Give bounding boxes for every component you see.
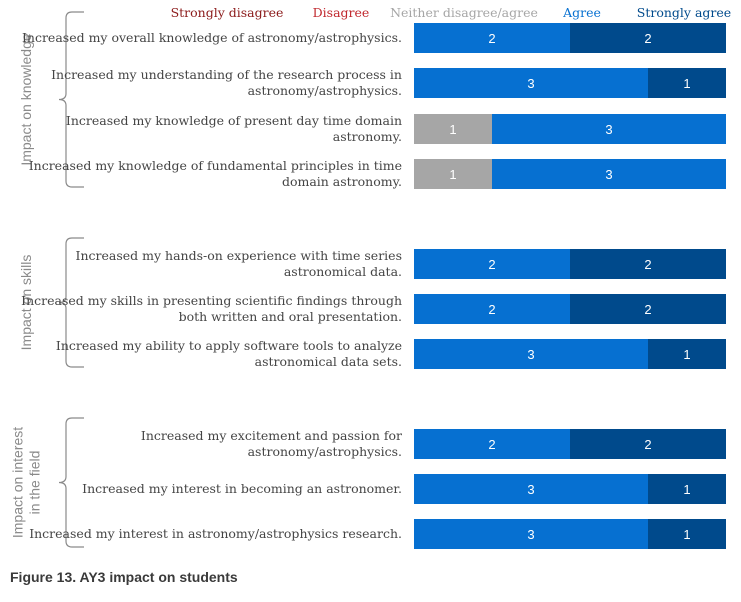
group-title: in the field (27, 451, 43, 515)
data-label: 2 (644, 31, 651, 46)
statement-label: astronomical data. (284, 264, 402, 279)
bar-segment-strongly-agree (648, 474, 726, 504)
data-label: 3 (527, 482, 534, 497)
bar-segment-strongly-agree (570, 429, 726, 459)
data-label: 2 (644, 302, 651, 317)
statement-label: astronomy. (333, 129, 402, 144)
statement-label: astronomy/astrophysics. (248, 444, 402, 459)
data-label: 3 (605, 122, 612, 137)
data-label: 1 (683, 347, 690, 362)
statement-label: Increased my ability to apply software t… (56, 338, 402, 353)
data-label: 1 (683, 527, 690, 542)
data-label: 2 (644, 257, 651, 272)
statement-label: Increased my skills in presenting scient… (21, 293, 402, 308)
data-label: 2 (644, 437, 651, 452)
legend-item: Agree (562, 5, 601, 20)
group-bracket (58, 417, 84, 548)
bar-segment-agree (414, 249, 570, 279)
statement-label: Increased my overall knowledge of astron… (22, 30, 402, 45)
statement-label: Increased my knowledge of present day ti… (66, 113, 402, 128)
group-title: Impact on interest (10, 427, 26, 538)
bar-segment-strongly-agree (648, 339, 726, 369)
bar-segment-agree (414, 339, 648, 369)
figure-caption: Figure 13. AY3 impact on students (10, 569, 238, 585)
statement-label: Increased my hands-on experience with ti… (76, 248, 402, 263)
bar-segment-agree (414, 68, 648, 98)
data-label: 2 (488, 257, 495, 272)
bar-segment-agree (414, 429, 570, 459)
data-label: 2 (488, 437, 495, 452)
data-label: 2 (488, 302, 495, 317)
group-bracket (58, 237, 84, 368)
bar-segment-strongly-agree (648, 68, 726, 98)
bar-segment-neither-disagree-agree (414, 114, 492, 144)
data-label: 1 (683, 482, 690, 497)
statement-label: Increased my understanding of the resear… (51, 67, 402, 82)
data-label: 2 (488, 31, 495, 46)
legend-item: Strongly agree (637, 5, 731, 20)
legend-item: Strongly disagree (171, 5, 284, 20)
statement-label: astronomical data sets. (255, 354, 402, 369)
group-title: Impact on knowledge (18, 33, 34, 166)
statement-label: Increased my excitement and passion for (141, 428, 402, 443)
data-label: 1 (449, 122, 456, 137)
legend-item: Neither disagree/agree (390, 5, 538, 20)
bar-segment-strongly-agree (648, 519, 726, 549)
data-label: 1 (449, 167, 456, 182)
group-title: Impact on skills (18, 255, 34, 351)
bar-segment-neither-disagree-agree (414, 159, 492, 189)
bar-segment-agree (414, 519, 648, 549)
data-label: 1 (683, 76, 690, 91)
statement-label: Increased my interest in astronomy/astro… (29, 526, 402, 541)
statement-label: Increased my interest in becoming an ast… (82, 481, 402, 496)
bar-segment-strongly-agree (570, 23, 726, 53)
bar-segment-strongly-agree (570, 249, 726, 279)
bar-segment-agree (414, 474, 648, 504)
data-label: 3 (605, 167, 612, 182)
statement-label: astronomy/astrophysics. (248, 83, 402, 98)
bar-segment-agree (492, 159, 726, 189)
statement-label: both written and oral presentation. (179, 309, 402, 324)
data-label: 3 (527, 76, 534, 91)
bar-segment-agree (414, 23, 570, 53)
data-label: 3 (527, 527, 534, 542)
statement-label: domain astronomy. (282, 174, 402, 189)
data-label: 3 (527, 347, 534, 362)
statement-label: Increased my knowledge of fundamental pr… (29, 158, 402, 173)
bar-segment-agree (492, 114, 726, 144)
legend-item: Disagree (313, 5, 370, 20)
bar-segment-strongly-agree (570, 294, 726, 324)
group-bracket (58, 11, 84, 188)
bar-segment-agree (414, 294, 570, 324)
